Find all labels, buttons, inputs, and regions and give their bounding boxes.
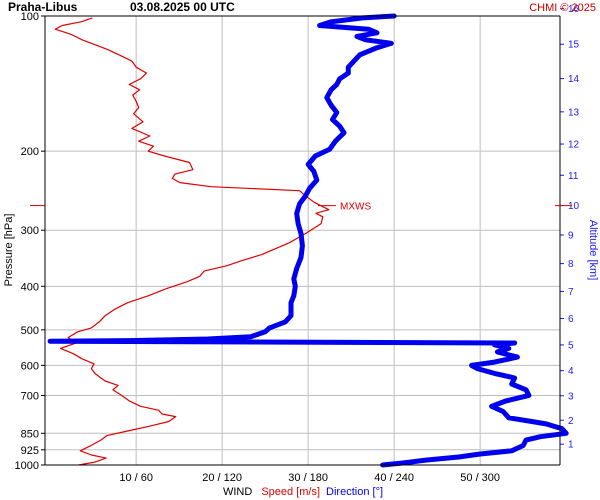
altitude-tick-label: 4 [568, 366, 574, 377]
altitude-tick-label: 2 [568, 416, 574, 427]
series-layer [47, 13, 569, 468]
pressure-tick-label: 1000 [15, 460, 39, 472]
altitude-tick-label: 8 [568, 259, 574, 270]
pressure-tick-label: 300 [21, 225, 39, 237]
x-label-direction: Direction [°] [326, 486, 383, 498]
altitude-tick-label: 5 [568, 340, 574, 351]
altitude-tick-label: 12 [568, 140, 580, 151]
y-axis-label: Pressure [hPa] [3, 214, 15, 287]
altitude-tick-label: 6 [568, 314, 574, 325]
x-tick-label: 20 / 120 [202, 472, 242, 484]
altitude-tick-label: 9 [568, 230, 574, 241]
pressure-tick-label: 850 [21, 428, 39, 440]
mxws-label: MXWS [340, 202, 371, 213]
datetime-title: 03.08.2025 00 UTC [130, 0, 235, 14]
speed-series-line [54, 17, 330, 466]
mxws-annotation: MXWS [30, 202, 572, 213]
x-tick-labels: 10 / 60 20 / 120 30 / 180 40 / 240 50 / 300 [119, 472, 500, 484]
x-label-wind: WIND [223, 486, 252, 498]
altitude-tick-label: 7 [568, 287, 574, 298]
pressure-tick-labels: 100 200 300 400 500 600 700 850 925 1000 [15, 11, 45, 472]
station-title: Praha-Libus [8, 0, 78, 14]
altitude-tick-label: 3 [568, 391, 574, 402]
pressure-tick-label: 400 [21, 281, 39, 293]
pressure-tick-label: 600 [21, 360, 39, 372]
pressure-tick-label: 700 [21, 390, 39, 402]
pressure-tick-label: 500 [21, 325, 39, 337]
x-axis-label: WIND Speed [m/s] Direction [°] [223, 486, 383, 498]
x-tick-label: 50 / 300 [460, 472, 500, 484]
credit-label: CHMI © 2025 [529, 2, 596, 14]
x-label-speed: Speed [m/s] [261, 486, 320, 498]
altitude-tick-label: 14 [568, 74, 580, 85]
direction-series-line [47, 13, 569, 468]
altitude-tick-label: 10 [568, 201, 580, 212]
pressure-tick-label: 925 [21, 445, 39, 457]
x-tick-label: 40 / 240 [374, 472, 414, 484]
x-tick-label: 30 / 180 [288, 472, 328, 484]
altitude-tick-label: 15 [568, 40, 580, 51]
y2-axis-label: Altitude [km] [587, 220, 599, 281]
altitude-tick-label: 16 [568, 4, 580, 15]
altitude-tick-label: 1 [568, 440, 574, 451]
altitude-tick-label: 13 [568, 107, 580, 118]
pressure-tick-label: 100 [21, 11, 39, 23]
altitude-tick-label: 11 [568, 171, 579, 182]
pressure-tick-label: 200 [21, 146, 39, 158]
x-tick-label: 10 / 60 [119, 472, 153, 484]
